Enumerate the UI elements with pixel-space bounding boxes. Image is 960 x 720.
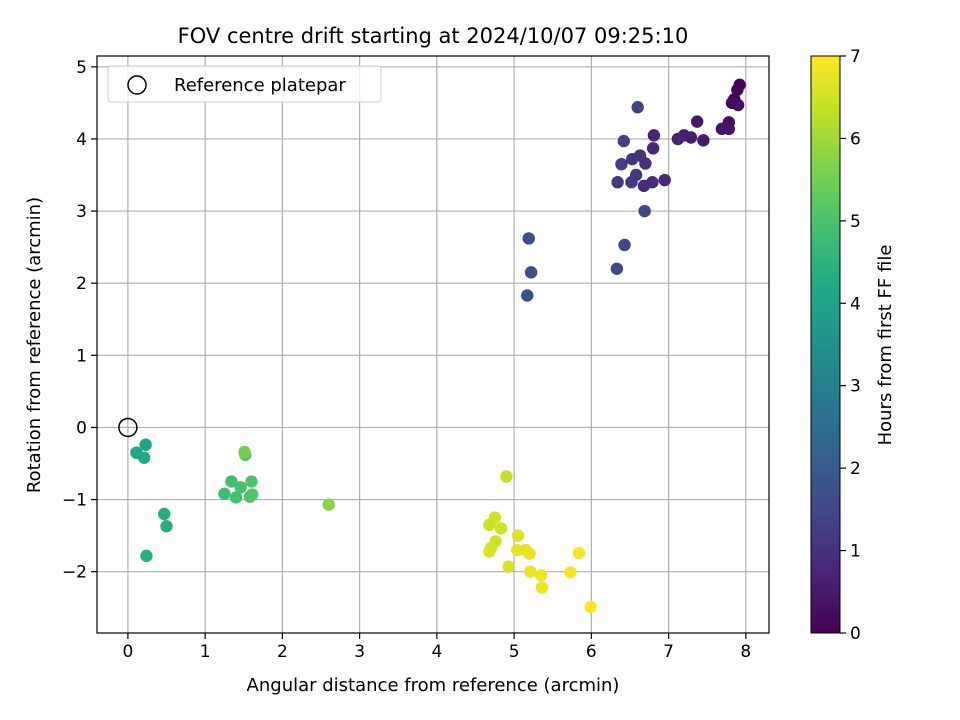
legend: Reference platepar [107, 65, 382, 103]
y-tick-label: −1 [62, 491, 87, 511]
data-point [488, 511, 501, 524]
data-points [130, 78, 746, 614]
colorbar-tick-label: 3 [850, 377, 861, 397]
colorbar-label: Hours from first FF file [875, 245, 896, 446]
data-point [322, 498, 335, 511]
colorbar-tick-label: 6 [850, 129, 861, 149]
data-point [494, 522, 508, 535]
data-point [225, 475, 238, 488]
data-point [535, 581, 549, 594]
y-tick-label: 4 [76, 130, 87, 150]
reference-platepar-marker [118, 417, 138, 438]
y-tick-label: 0 [76, 418, 87, 438]
data-point [522, 232, 535, 245]
data-point [140, 549, 153, 563]
data-point [160, 520, 173, 533]
legend-label: Reference platepar [174, 75, 346, 96]
data-point [246, 488, 259, 501]
data-point [584, 600, 597, 614]
data-point [218, 487, 231, 500]
data-point [511, 529, 525, 542]
x-tick-label: 7 [663, 642, 674, 662]
plot-frame [96, 55, 770, 634]
data-point [229, 491, 243, 504]
data-point [646, 142, 660, 155]
y-ticks: −2 −1 0 1 2 3 4 5 [62, 58, 97, 583]
chart-title: FOV centre drift starting at 2024/10/07 … [178, 24, 689, 48]
data-point [510, 543, 524, 557]
data-point [658, 173, 671, 187]
data-point [697, 134, 710, 147]
y-tick-label: 5 [76, 58, 87, 78]
data-point [534, 569, 548, 582]
data-point [238, 445, 251, 459]
colorbar-tick-label: 7 [850, 47, 861, 67]
y-axis-label: Rotation from reference (arcmin) [24, 197, 45, 493]
colorbar-tick-label: 2 [850, 459, 861, 479]
data-point [158, 507, 171, 521]
data-point [500, 470, 513, 483]
data-point [618, 238, 631, 252]
data-point [715, 122, 729, 136]
data-point [626, 152, 639, 166]
data-point [524, 565, 537, 578]
y-tick-label: 1 [76, 346, 87, 366]
data-point [671, 132, 685, 146]
x-tick-label: 4 [431, 642, 442, 662]
colorbar-ticks: 0 1 2 3 4 5 6 7 [840, 47, 861, 644]
colorbar-tick-label: 0 [850, 624, 861, 644]
colorbar-tick-label: 1 [850, 542, 861, 562]
legend-marker [127, 75, 147, 95]
data-point [234, 481, 247, 494]
data-point [731, 98, 745, 112]
data-point [610, 262, 624, 275]
data-point [502, 560, 515, 573]
legend-box [107, 65, 382, 103]
colorbar-gradient [810, 55, 841, 634]
x-tick-label: 0 [122, 642, 133, 662]
data-point [625, 176, 638, 189]
data-point [690, 115, 704, 128]
data-point [245, 475, 258, 488]
y-tick-label: 3 [76, 202, 87, 222]
data-point [631, 101, 644, 114]
data-point [617, 134, 630, 148]
colorbar: 0 1 2 3 4 5 6 7 Hours from first FF file [810, 47, 896, 644]
colorbar-tick-label: 4 [850, 294, 861, 314]
data-point [611, 176, 624, 189]
x-tick-label: 3 [354, 642, 365, 662]
y-tick-label: 2 [76, 274, 87, 294]
data-point [647, 129, 661, 142]
grid [97, 56, 769, 633]
data-point [572, 546, 586, 560]
x-axis-label: Angular distance from reference (arcmin) [247, 675, 620, 696]
data-point [137, 451, 151, 464]
colorbar-tick-label: 5 [850, 212, 861, 232]
data-point [615, 157, 628, 171]
x-ticks: 0 1 2 3 4 5 6 7 8 [122, 633, 751, 662]
data-point [521, 289, 534, 302]
data-point [731, 83, 744, 97]
data-point [523, 547, 536, 560]
x-tick-label: 8 [740, 642, 751, 662]
data-point [139, 438, 152, 451]
x-tick-label: 6 [586, 642, 597, 662]
data-point [524, 266, 538, 279]
x-tick-label: 5 [509, 642, 520, 662]
x-tick-label: 1 [200, 642, 211, 662]
x-tick-label: 2 [277, 642, 288, 662]
data-point [483, 545, 496, 558]
data-point [564, 566, 577, 579]
y-tick-label: −2 [62, 563, 87, 583]
data-point [637, 179, 651, 193]
data-point [638, 204, 651, 218]
